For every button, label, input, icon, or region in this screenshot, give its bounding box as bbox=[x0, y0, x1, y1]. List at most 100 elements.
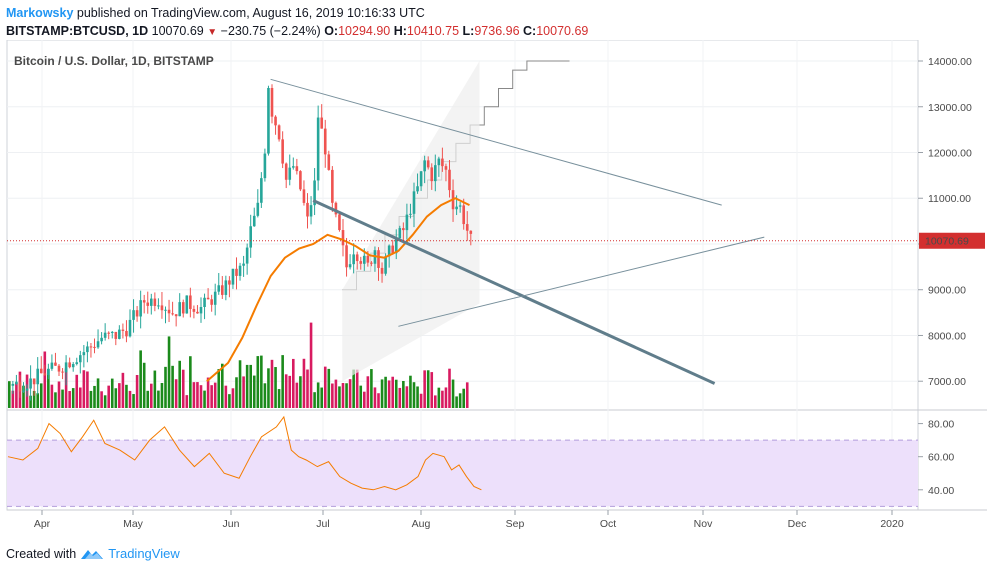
volume-bar bbox=[323, 366, 327, 408]
tradingview-brand[interactable]: TradingView bbox=[108, 546, 180, 561]
volume-bar bbox=[86, 371, 89, 408]
volume-bar bbox=[348, 379, 352, 408]
volume-bar bbox=[419, 393, 423, 408]
volume-bar bbox=[235, 377, 238, 408]
candle-body bbox=[323, 128, 327, 155]
volume-bar bbox=[263, 383, 267, 408]
volume-bar bbox=[206, 377, 210, 408]
volume-bar bbox=[462, 388, 465, 408]
ema-line bbox=[206, 197, 470, 382]
volume-bar bbox=[15, 382, 18, 408]
price-tick-label: 14000.00 bbox=[928, 56, 972, 68]
price-chart[interactable]: 80.00 60.00 40.00 14000.00 13000.00 12000.00… bbox=[0, 40, 987, 538]
publish-line: Markowsky published on TradingView.com, … bbox=[6, 4, 966, 22]
channel-fill bbox=[342, 61, 480, 382]
candle-body bbox=[402, 228, 405, 231]
candle-body bbox=[54, 362, 57, 366]
volume-bar bbox=[50, 384, 54, 408]
down-arrow-icon: ▼ bbox=[207, 27, 218, 38]
volume-bar bbox=[363, 391, 366, 408]
volume-bar bbox=[47, 368, 50, 408]
volume-bar bbox=[316, 382, 320, 408]
volume-bar bbox=[267, 368, 270, 408]
volume-bar bbox=[192, 382, 196, 408]
candle-body bbox=[270, 88, 274, 117]
candle-body bbox=[441, 158, 444, 167]
author-link[interactable]: Markowsky bbox=[6, 6, 74, 20]
candle-body bbox=[139, 300, 142, 317]
candle-body bbox=[50, 362, 54, 369]
volume-bar bbox=[270, 359, 274, 408]
volume-bar bbox=[281, 355, 284, 408]
candle-body bbox=[11, 383, 15, 386]
volume-bar bbox=[100, 391, 103, 408]
candle-body bbox=[221, 285, 224, 295]
candle-body bbox=[199, 307, 203, 314]
volume-bar bbox=[331, 383, 334, 408]
candle-body bbox=[267, 88, 270, 154]
candle-body bbox=[284, 163, 288, 180]
candle-body bbox=[345, 245, 348, 268]
candle-body bbox=[132, 310, 135, 320]
volume-bar bbox=[32, 390, 36, 408]
volume-bar bbox=[153, 370, 157, 408]
volume-bar bbox=[118, 383, 121, 408]
rising-trend-line bbox=[398, 236, 765, 327]
volume-bar bbox=[29, 395, 32, 408]
trend-lines[interactable] bbox=[270, 78, 765, 385]
volume-bar bbox=[135, 375, 139, 408]
volume-bar bbox=[394, 379, 398, 408]
price-tick-label: 12000.00 bbox=[928, 147, 972, 159]
volume-bar bbox=[189, 356, 192, 408]
volume-bar bbox=[196, 382, 199, 408]
rsi-line bbox=[7, 415, 482, 491]
candle-body bbox=[128, 319, 132, 337]
candle-body bbox=[256, 202, 260, 216]
time-tick-label: May bbox=[123, 518, 144, 530]
low-value: 9736.96 bbox=[474, 24, 520, 38]
candle-body bbox=[203, 297, 206, 308]
open-value: 10294.90 bbox=[338, 24, 391, 38]
volume-bar bbox=[231, 388, 235, 408]
candle-body bbox=[338, 214, 341, 231]
candle-body bbox=[316, 117, 320, 181]
candle-body bbox=[437, 158, 441, 166]
volume-bar bbox=[444, 387, 448, 408]
candle-body bbox=[210, 299, 213, 305]
volume-bar bbox=[68, 391, 71, 408]
volume-bar bbox=[249, 364, 252, 408]
candle-body bbox=[380, 267, 384, 274]
candle-body bbox=[434, 165, 437, 182]
volume-bar bbox=[79, 387, 82, 408]
candle-body bbox=[61, 371, 64, 373]
volume-bar bbox=[11, 390, 15, 408]
volume-bar bbox=[441, 390, 444, 408]
candle-body bbox=[43, 373, 47, 376]
candle-body bbox=[206, 297, 210, 300]
volume-bar bbox=[224, 385, 228, 408]
time-tick-label: Jun bbox=[223, 518, 240, 530]
candles bbox=[11, 84, 473, 401]
candle-body bbox=[331, 169, 334, 203]
candle-body bbox=[32, 378, 36, 385]
volume-bar bbox=[210, 385, 213, 408]
volume-bar bbox=[185, 395, 189, 408]
rsi-tick-label: 40.00 bbox=[928, 485, 954, 497]
volume-bar bbox=[139, 350, 142, 408]
volume-bar bbox=[167, 336, 171, 408]
rsi-tick-label: 80.00 bbox=[928, 419, 954, 431]
volume-bar bbox=[164, 366, 167, 408]
volume-bar bbox=[465, 382, 469, 408]
volume-bar bbox=[277, 389, 281, 408]
candle-body bbox=[213, 291, 217, 305]
price-change: −230.75 (−2.24%) bbox=[220, 24, 321, 38]
candle-body bbox=[25, 388, 29, 391]
last-price-label: 10070.69 bbox=[925, 236, 969, 248]
volume-bar bbox=[114, 388, 118, 408]
volume-bar bbox=[455, 396, 458, 408]
candle-body bbox=[302, 189, 306, 203]
volume-bar bbox=[377, 393, 380, 408]
volume-bar bbox=[178, 360, 181, 408]
candle-body bbox=[178, 302, 181, 317]
candle-body bbox=[334, 202, 338, 215]
